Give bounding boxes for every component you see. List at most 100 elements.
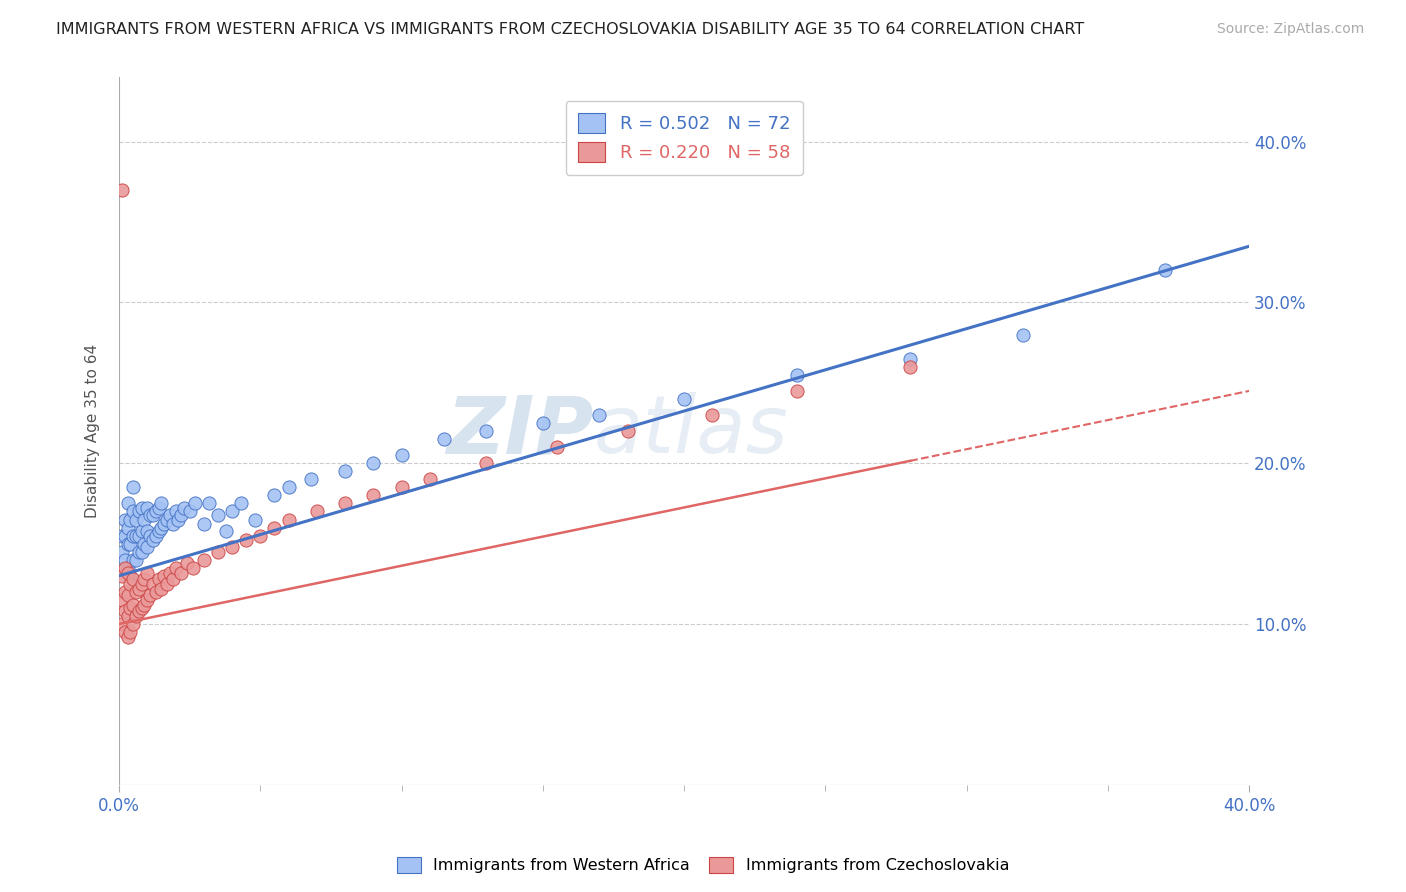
Legend: R = 0.502   N = 72, R = 0.220   N = 58: R = 0.502 N = 72, R = 0.220 N = 58	[565, 101, 803, 175]
Point	[176, 556, 198, 570]
Point	[475, 456, 498, 470]
Point	[221, 540, 243, 554]
Point	[1012, 327, 1035, 342]
Point	[125, 528, 148, 542]
Point	[136, 501, 159, 516]
Point	[173, 501, 195, 516]
Point	[131, 576, 153, 591]
Point	[134, 512, 156, 526]
Point	[165, 560, 187, 574]
Point	[120, 625, 142, 640]
Point	[125, 609, 148, 624]
Point	[277, 512, 299, 526]
Point	[142, 533, 165, 548]
Point	[122, 572, 145, 586]
Point	[114, 528, 136, 542]
Point	[125, 552, 148, 566]
Point	[122, 598, 145, 612]
Point	[136, 566, 159, 580]
Point	[898, 351, 921, 366]
Point	[531, 416, 554, 430]
Point	[167, 512, 190, 526]
Point	[120, 576, 142, 591]
Point	[117, 496, 139, 510]
Point	[588, 408, 610, 422]
Point	[111, 183, 134, 197]
Point	[139, 528, 162, 542]
Point	[120, 601, 142, 615]
Point	[131, 601, 153, 615]
Point	[111, 568, 134, 582]
Point	[134, 572, 156, 586]
Point	[221, 504, 243, 518]
Point	[475, 424, 498, 438]
Point	[111, 544, 134, 558]
Point	[235, 533, 257, 548]
Point	[117, 588, 139, 602]
Point	[120, 568, 142, 582]
Point	[159, 508, 181, 522]
Point	[114, 560, 136, 574]
Point	[333, 496, 356, 510]
Point	[786, 384, 808, 398]
Point	[145, 528, 167, 542]
Point	[159, 566, 181, 580]
Point	[114, 604, 136, 618]
Point	[299, 472, 322, 486]
Point	[128, 582, 150, 596]
Point	[131, 501, 153, 516]
Point	[120, 512, 142, 526]
Point	[391, 480, 413, 494]
Point	[616, 424, 638, 438]
Text: atlas: atlas	[593, 392, 789, 470]
Point	[136, 593, 159, 607]
Point	[162, 517, 184, 532]
Point	[117, 536, 139, 550]
Point	[111, 528, 134, 542]
Point	[128, 504, 150, 518]
Text: IMMIGRANTS FROM WESTERN AFRICA VS IMMIGRANTS FROM CZECHOSLOVAKIA DISABILITY AGE : IMMIGRANTS FROM WESTERN AFRICA VS IMMIGR…	[56, 22, 1084, 37]
Point	[142, 508, 165, 522]
Point	[150, 496, 173, 510]
Point	[145, 585, 167, 599]
Point	[363, 488, 385, 502]
Point	[136, 540, 159, 554]
Point	[162, 572, 184, 586]
Point	[114, 512, 136, 526]
Point	[122, 528, 145, 542]
Point	[243, 512, 266, 526]
Point	[156, 512, 179, 526]
Point	[111, 617, 134, 632]
Point	[122, 617, 145, 632]
Point	[117, 566, 139, 580]
Point	[198, 496, 221, 510]
Point	[122, 552, 145, 566]
Point	[134, 598, 156, 612]
Point	[673, 392, 696, 406]
Point	[128, 604, 150, 618]
Point	[117, 520, 139, 534]
Point	[114, 585, 136, 599]
Point	[277, 480, 299, 494]
Point	[193, 517, 215, 532]
Point	[170, 566, 193, 580]
Point	[179, 504, 201, 518]
Point	[333, 464, 356, 478]
Point	[120, 536, 142, 550]
Point	[181, 560, 204, 574]
Point	[215, 524, 238, 538]
Point	[1153, 263, 1175, 277]
Point	[128, 528, 150, 542]
Point	[433, 432, 456, 446]
Point	[546, 440, 568, 454]
Point	[207, 508, 229, 522]
Point	[786, 368, 808, 382]
Point	[117, 560, 139, 574]
Text: Source: ZipAtlas.com: Source: ZipAtlas.com	[1216, 22, 1364, 37]
Point	[148, 572, 170, 586]
Point	[150, 520, 173, 534]
Point	[125, 512, 148, 526]
Point	[263, 488, 285, 502]
Point	[153, 517, 176, 532]
Point	[148, 501, 170, 516]
